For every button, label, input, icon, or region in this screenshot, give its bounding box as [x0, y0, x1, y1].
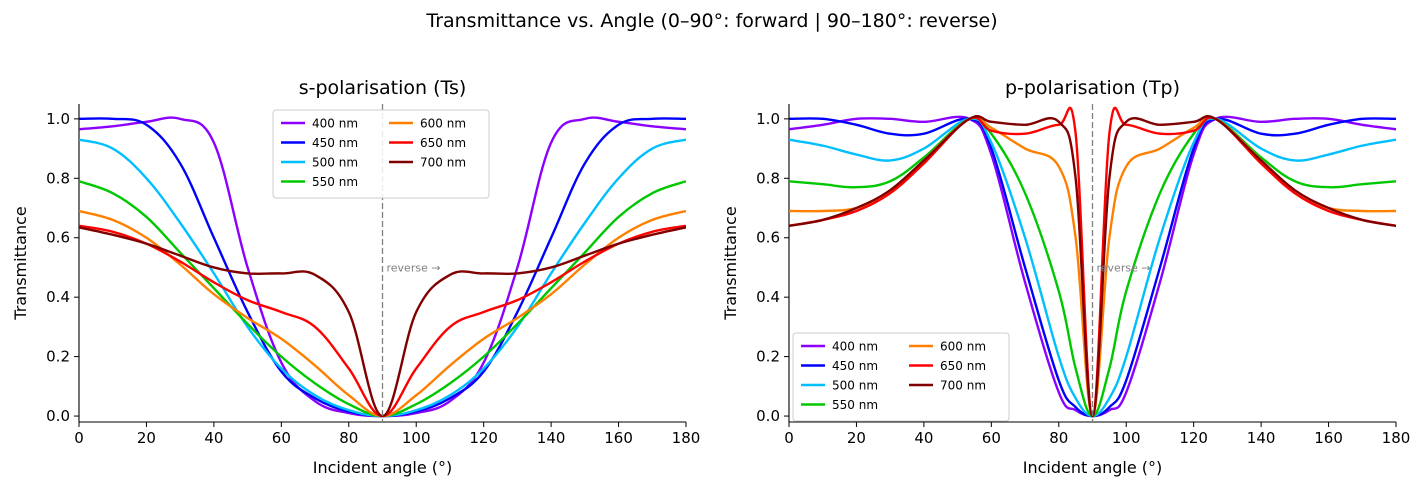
- y-tick-label: 0.6: [756, 229, 780, 247]
- series-lines: [79, 116, 686, 418]
- legend-label: 700 nm: [940, 379, 986, 393]
- x-tick-label: 20: [137, 429, 156, 447]
- legend-label: 600 nm: [940, 340, 986, 354]
- series-lines: [789, 106, 1396, 418]
- y-tick-label: 0.0: [46, 407, 70, 425]
- x-tick-label: 120: [469, 429, 498, 447]
- x-axis-label: Incident angle (°): [313, 458, 453, 477]
- legend-label: 500 nm: [832, 379, 878, 393]
- y-tick-label: 0.4: [756, 288, 780, 306]
- x-tick-label: 100: [1112, 429, 1141, 447]
- x-tick-label: 180: [1382, 429, 1411, 447]
- y-tick-label: 0.8: [756, 169, 780, 187]
- divider-label: reverse →: [1097, 261, 1151, 274]
- y-tick-label: 0.6: [46, 229, 70, 247]
- divider-label: reverse →: [387, 261, 441, 274]
- x-tick-label: 160: [1314, 429, 1343, 447]
- panel-title: s-polarisation (Ts): [299, 77, 467, 99]
- legend-label: 400 nm: [312, 117, 358, 131]
- x-tick-label: 80: [339, 429, 358, 447]
- x-tick-label: 0: [74, 429, 84, 447]
- x-tick-label: 40: [204, 429, 223, 447]
- legend-label: 500 nm: [312, 156, 358, 170]
- x-tick-label: 180: [672, 429, 701, 447]
- legend-label: 450 nm: [312, 136, 358, 150]
- y-tick-label: 0.0: [756, 407, 780, 425]
- x-tick-label: 80: [1049, 429, 1068, 447]
- legend-box: [792, 332, 1010, 422]
- series-line-700-nm: [789, 115, 1396, 418]
- x-tick-label: 100: [402, 429, 431, 447]
- panel-title: p-polarisation (Tp): [1005, 77, 1180, 99]
- legend-box: [272, 109, 490, 199]
- x-tick-label: 60: [272, 429, 291, 447]
- s-polarisation-panel: s-polarisation (Ts) 0 20 40 60 80 100 120 140 160…: [11, 77, 700, 477]
- y-axis-label: Transmittance: [721, 206, 740, 320]
- legend-label: 650 nm: [420, 136, 466, 150]
- y-tick-label: 0.8: [46, 169, 70, 187]
- x-tick-label: 140: [537, 429, 566, 447]
- series-line-700-nm: [79, 226, 686, 418]
- p-polarisation-panel: p-polarisation (Tp) 0 20 40 60 80 100 120 140 160…: [721, 77, 1410, 477]
- legend-label: 450 nm: [832, 359, 878, 373]
- y-tick-label: 0.2: [46, 348, 70, 366]
- y-tick-label: 1.0: [46, 110, 70, 128]
- x-tick-label: 40: [914, 429, 933, 447]
- figure-suptitle: Transmittance vs. Angle (0–90°: forward …: [425, 10, 997, 32]
- legend-label: 600 nm: [420, 117, 466, 131]
- x-tick-label: 160: [604, 429, 633, 447]
- x-tick-label: 20: [847, 429, 866, 447]
- x-tick-label: 0: [784, 429, 794, 447]
- legend-label: 400 nm: [832, 340, 878, 354]
- x-tick-label: 60: [982, 429, 1001, 447]
- legend-label: 700 nm: [420, 156, 466, 170]
- y-tick-label: 1.0: [756, 110, 780, 128]
- x-axis-label: Incident angle (°): [1023, 458, 1163, 477]
- x-tick-label: 140: [1247, 429, 1276, 447]
- y-tick-label: 0.2: [756, 348, 780, 366]
- y-axis-label: Transmittance: [11, 206, 30, 320]
- legend-label: 550 nm: [832, 398, 878, 412]
- legend-label: 650 nm: [940, 359, 986, 373]
- x-tick-label: 120: [1179, 429, 1208, 447]
- y-tick-label: 0.4: [46, 288, 70, 306]
- legend-label: 550 nm: [312, 175, 358, 189]
